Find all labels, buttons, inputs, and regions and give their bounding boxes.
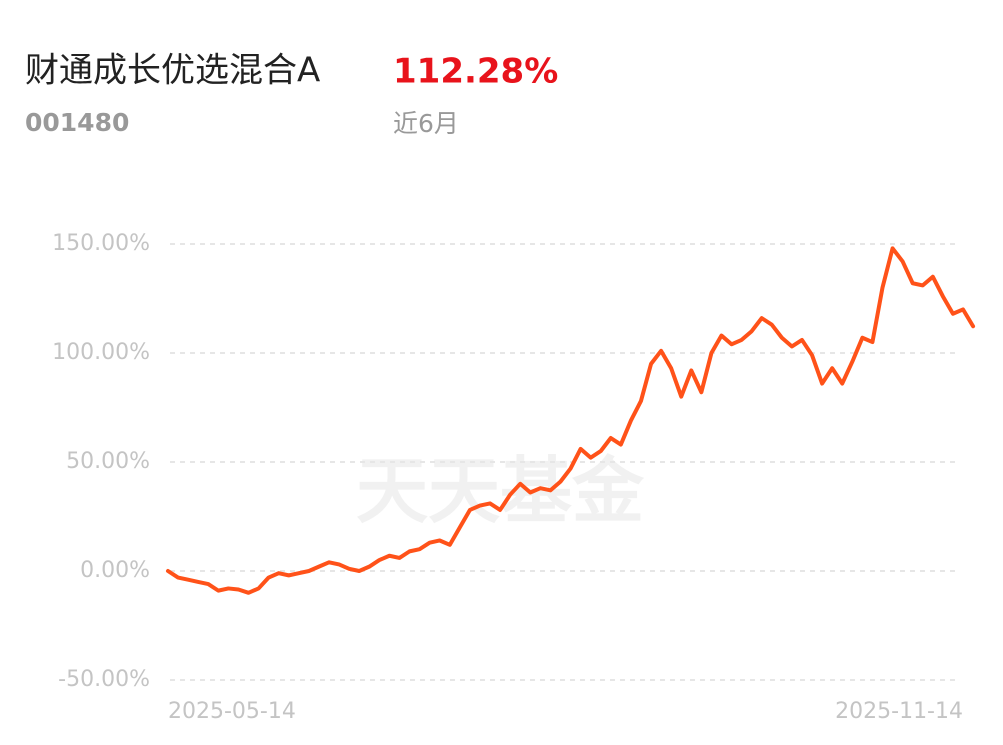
watermark: 天天基金 bbox=[356, 448, 645, 533]
x-tick-label: 2025-11-14 bbox=[835, 699, 963, 724]
period: 近6月 bbox=[393, 109, 459, 138]
y-tick-label: 100.00% bbox=[52, 340, 150, 365]
return-value: 112.28% bbox=[393, 52, 558, 92]
line bbox=[166, 246, 976, 595]
y-tick-label: 150.00% bbox=[52, 231, 150, 256]
y-tick-label: -50.00% bbox=[58, 667, 150, 692]
y-tick-label: 50.00% bbox=[66, 449, 150, 474]
y-tick-label: 0.00% bbox=[80, 558, 150, 583]
x-tick-label: 2025-05-14 bbox=[168, 699, 296, 724]
chart-title: 财通成长优选混合A bbox=[25, 51, 320, 91]
fund-code: 001480 bbox=[25, 108, 129, 137]
